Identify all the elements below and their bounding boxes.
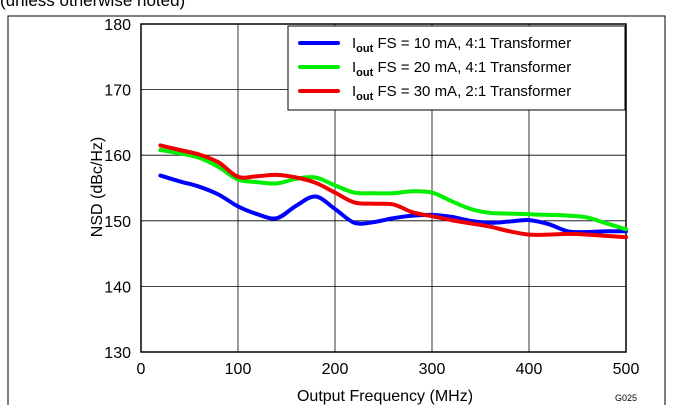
y-tick-label: 150 [104,214,131,231]
legend-label: Iout FS = 10 mA, 4:1 Transformer [352,35,571,55]
x-tick-label: 300 [419,361,446,378]
legend: Iout FS = 10 mA, 4:1 Transformer Iout FS … [287,25,626,111]
y-tick-label: 180 [104,17,131,34]
x-tick-label: 400 [516,361,543,378]
figure-frame [7,15,666,405]
legend-subscript: out [356,43,373,55]
y-tick-label: 170 [104,83,131,100]
x-tick-label: 200 [322,361,349,378]
y-tick-label: 140 [104,279,131,296]
legend-box [287,25,626,111]
legend-text: FS = 30 mA, 2:1 Transformer [373,83,571,100]
tick-labels: 0 100 200 300 400 500 130 140 150 160 170 180 [104,17,639,378]
series-30ma-line [158,143,628,240]
legend-label: Iout FS = 20 mA, 4:1 Transformer [352,59,571,79]
legend-text: FS = 20 mA, 4:1 Transformer [373,59,571,76]
legend-subscript: out [356,67,373,79]
x-tick-label: 500 [613,361,640,378]
x-tick-label: 100 [225,361,252,378]
series-layer [158,143,628,240]
condition-text: (unless otherwise noted) [0,0,185,10]
legend-text: FS = 10 mA, 4:1 Transformer [373,35,571,52]
x-axis-title: Output Frequency (MHz) [297,388,473,405]
x-tick-label: 0 [137,361,146,378]
plot-frame [140,23,627,353]
y-tick-label: 130 [104,345,131,362]
legend-subscript: out [356,91,373,103]
y-tick-label: 160 [104,148,131,165]
legend-label: Iout FS = 30 mA, 2:1 Transformer [352,83,571,103]
series-20ma-line [158,148,628,232]
figure-id: G025 [615,393,637,403]
y-axis-title: NSD (dBc/Hz) [89,137,106,237]
series-10ma-line [158,173,628,235]
